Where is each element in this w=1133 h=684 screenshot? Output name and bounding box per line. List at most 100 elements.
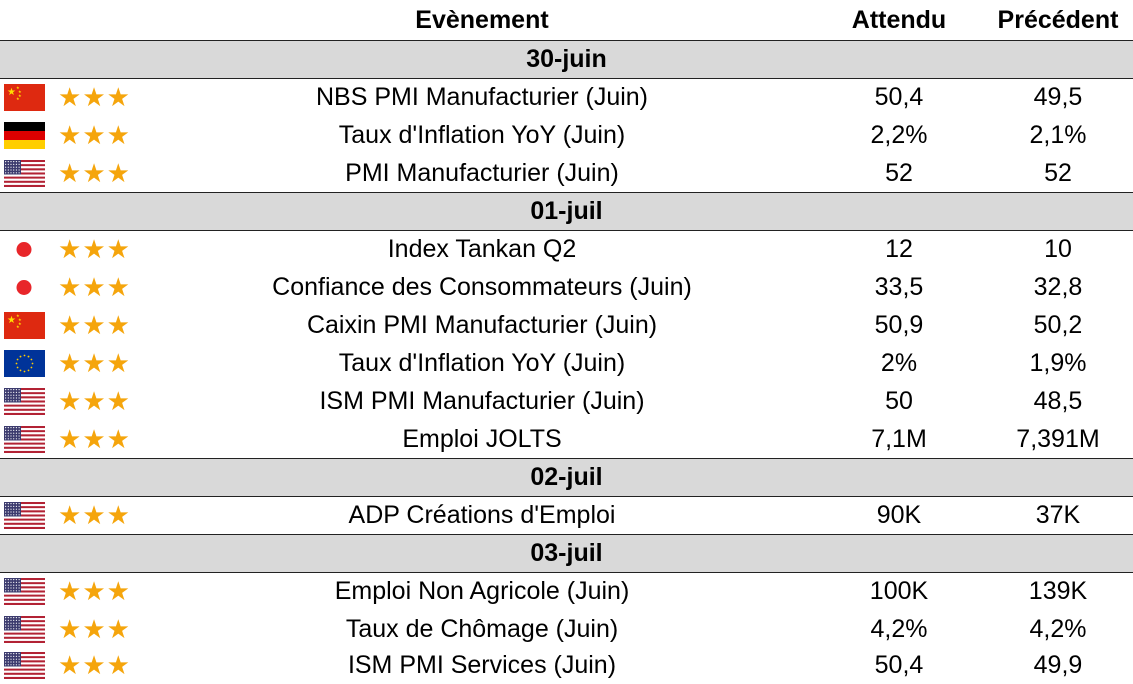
previous-value: 49,5 — [1033, 82, 1083, 111]
china-flag-icon: ★ ★ ★ ★ ★ — [4, 311, 45, 339]
importance-stars: ★ ★ ★ — [58, 350, 138, 376]
date-band: 03-juil — [0, 534, 1133, 573]
table-row: ★ ★ ★ ADP Créations d'Emploi 90K 37K — [0, 496, 1133, 534]
table-row: ★ ★ ★ Taux de Chômage (Juin) 4,2% 4,2% — [0, 610, 1133, 648]
star-icon: ★ — [106, 424, 130, 454]
previous-value: 49,9 — [1033, 650, 1083, 679]
date-band: 30-juin — [0, 40, 1133, 79]
expected-value: 50,9 — [874, 310, 924, 339]
usa-flag-icon — [4, 501, 45, 529]
table-row: ★ ★ ★ Index Tankan Q2 12 10 — [0, 230, 1133, 268]
star-icon: ★ — [106, 650, 130, 680]
event-name: ISM PMI Services (Juin) — [347, 650, 617, 679]
expected-value: 90K — [876, 500, 922, 529]
table-row: ★ ★ ★ ★ ★ ★ ★ ★ Caixin PMI Manufacturier (Juin… — [0, 306, 1133, 344]
table-row: ★ ★ ★ PMI Manufacturier (Juin) 52 52 — [0, 154, 1133, 192]
expected-value: 50,4 — [874, 82, 924, 111]
star-icon: ★ — [106, 82, 130, 112]
event-name: PMI Manufacturier (Juin) — [345, 158, 619, 187]
previous-value: 52 — [1044, 158, 1072, 187]
importance-stars: ★ ★ ★ — [58, 578, 138, 604]
star-icon: ★ — [58, 500, 82, 530]
japan-flag-icon — [4, 235, 45, 263]
star-icon: ★ — [58, 234, 82, 264]
event-name: NBS PMI Manufacturier (Juin) — [315, 82, 649, 111]
importance-stars: ★ ★ ★ — [58, 426, 138, 452]
expected-value: 50,4 — [874, 650, 924, 679]
importance-stars: ★ ★ ★ — [58, 84, 138, 110]
expected-value: 12 — [885, 234, 913, 263]
star-icon: ★ — [82, 234, 106, 264]
expected-value: 50 — [885, 386, 913, 415]
star-icon: ★ — [106, 348, 130, 378]
expected-value: 2,2% — [870, 120, 928, 149]
svg-text:★: ★ — [18, 317, 22, 322]
star-icon: ★ — [58, 82, 82, 112]
table-header: Evènement Attendu Précédent — [0, 0, 1133, 41]
svg-text:★: ★ — [18, 89, 22, 94]
svg-text:★: ★ — [7, 87, 16, 98]
usa-flag-icon — [4, 577, 45, 605]
svg-text:★: ★ — [18, 93, 22, 98]
eu-flag-icon — [4, 349, 45, 377]
star-icon: ★ — [58, 120, 82, 150]
star-icon: ★ — [106, 158, 130, 188]
previous-value: 10 — [1044, 234, 1072, 263]
star-icon: ★ — [82, 386, 106, 416]
star-icon: ★ — [82, 120, 106, 150]
event-name: Taux d'Inflation YoY (Juin) — [338, 120, 626, 149]
date-band: 01-juil — [0, 192, 1133, 231]
star-icon: ★ — [82, 348, 106, 378]
previous-value: 48,5 — [1033, 386, 1083, 415]
header-event: Evènement — [415, 5, 549, 34]
importance-stars: ★ ★ ★ — [58, 274, 138, 300]
previous-value: 50,2 — [1033, 310, 1083, 339]
importance-stars: ★ ★ ★ — [58, 122, 138, 148]
previous-value: 32,8 — [1033, 272, 1083, 301]
expected-value: 52 — [885, 158, 913, 187]
star-icon: ★ — [82, 500, 106, 530]
svg-text:★: ★ — [16, 313, 20, 318]
date-band: 02-juil — [0, 458, 1133, 497]
star-icon: ★ — [82, 650, 106, 680]
previous-value: 37K — [1035, 500, 1081, 529]
table-row: ★ ★ ★ Taux d'Inflation YoY (Juin) 2% 1,9% — [0, 344, 1133, 382]
importance-stars: ★ ★ ★ — [58, 312, 138, 338]
star-icon: ★ — [106, 120, 130, 150]
star-icon: ★ — [82, 614, 106, 644]
importance-stars: ★ ★ ★ — [58, 160, 138, 186]
table-row: ★ ★ ★ ISM PMI Services (Juin) 50,4 49,9 — [0, 646, 1133, 684]
star-icon: ★ — [58, 576, 82, 606]
star-icon: ★ — [106, 234, 130, 264]
japan-flag-icon — [4, 273, 45, 301]
table-row: ★ ★ ★ ★ ★ ★ ★ ★ NBS PMI Manufacturier (Juin) 5… — [0, 78, 1133, 116]
star-icon: ★ — [106, 500, 130, 530]
expected-value: 100K — [869, 576, 929, 605]
svg-text:★: ★ — [16, 85, 20, 90]
event-name: Confiance des Consommateurs (Juin) — [272, 272, 692, 301]
table-row: ★ ★ ★ ISM PMI Manufacturier (Juin) 50 48,5 — [0, 382, 1133, 420]
star-icon: ★ — [82, 310, 106, 340]
previous-value: 2,1% — [1029, 120, 1087, 149]
star-icon: ★ — [58, 614, 82, 644]
star-icon: ★ — [82, 158, 106, 188]
event-name: Emploi JOLTS — [402, 424, 562, 453]
importance-stars: ★ ★ ★ — [58, 652, 138, 678]
expected-value: 33,5 — [874, 272, 924, 301]
previous-value: 1,9% — [1029, 348, 1087, 377]
importance-stars: ★ ★ ★ — [58, 502, 138, 528]
previous-value: 4,2% — [1029, 614, 1087, 643]
expected-value: 7,1M — [871, 424, 927, 453]
header-previous: Précédent — [997, 5, 1119, 34]
star-icon: ★ — [106, 386, 130, 416]
event-name: Taux de Chômage (Juin) — [345, 614, 619, 643]
svg-text:★: ★ — [16, 324, 20, 329]
previous-value: 139K — [1028, 576, 1088, 605]
star-icon: ★ — [58, 424, 82, 454]
table-row: ★ ★ ★ Emploi JOLTS 7,1M 7,391M — [0, 420, 1133, 458]
star-icon: ★ — [58, 310, 82, 340]
star-icon: ★ — [58, 272, 82, 302]
event-name: Index Tankan Q2 — [387, 234, 577, 263]
star-icon: ★ — [82, 424, 106, 454]
table-row: ★ ★ ★ Confiance des Consommateurs (Juin) 3… — [0, 268, 1133, 306]
